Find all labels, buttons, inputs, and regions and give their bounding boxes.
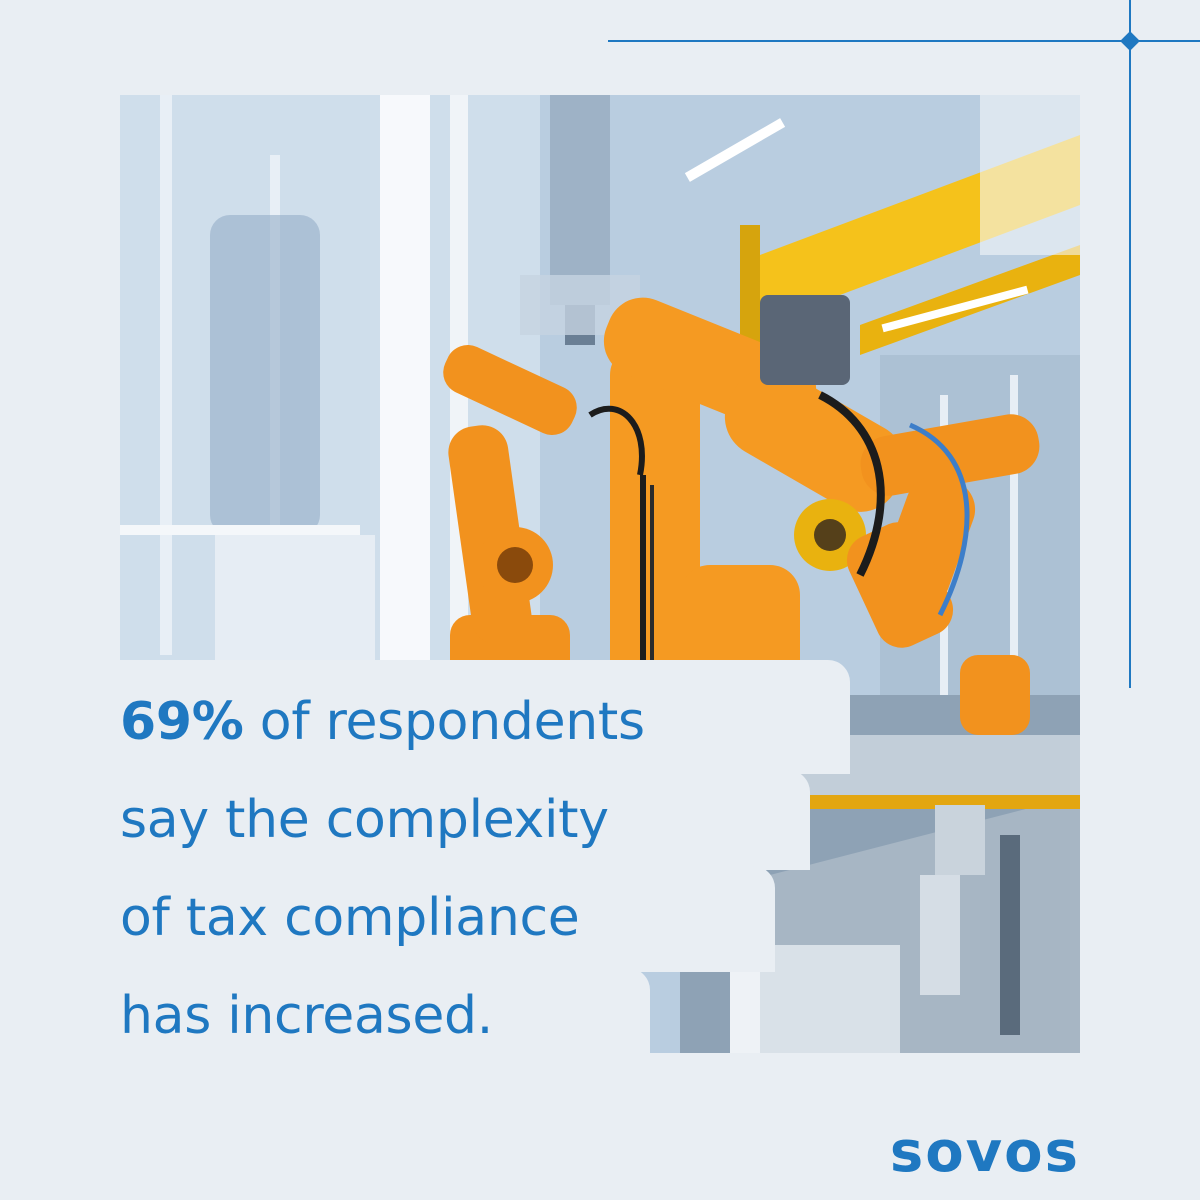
headline-line-1-text: of respondents xyxy=(243,692,645,752)
text-panel xyxy=(120,968,650,1058)
text-panel xyxy=(120,770,810,870)
factory-robot-arms-icon xyxy=(120,95,1080,1053)
headline-line-2: say the complexity xyxy=(120,790,609,850)
headline-line-3: of tax compliance xyxy=(120,888,580,948)
headline: 69% of respondents say the complexity of… xyxy=(120,673,840,1065)
text-panel xyxy=(120,660,850,774)
decorative-diamond-icon xyxy=(1120,31,1140,51)
headline-line-1: 69% of respondents xyxy=(120,673,840,771)
text-panel xyxy=(120,866,775,972)
headline-line-4: has increased. xyxy=(120,986,493,1046)
decorative-vertical-line xyxy=(1129,0,1131,688)
factory-robot-photo xyxy=(120,95,1080,1053)
decorative-horizontal-line xyxy=(608,40,1200,42)
headline-stat: 69% xyxy=(120,692,244,752)
sovos-logo: sovos xyxy=(889,1120,1080,1185)
